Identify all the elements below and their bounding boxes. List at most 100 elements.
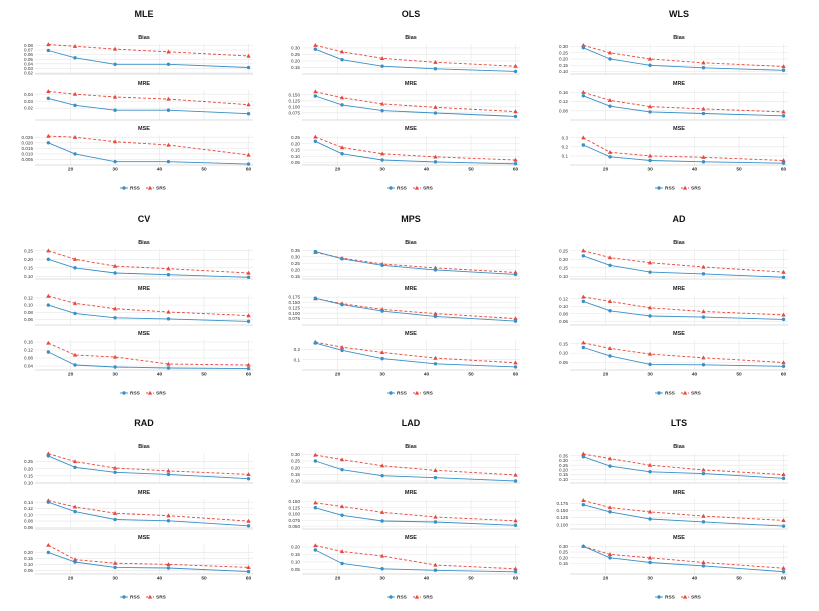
legend-marker-rss bbox=[657, 595, 661, 599]
y-tick-label: 0.10 bbox=[291, 560, 300, 565]
point-rss bbox=[313, 341, 318, 345]
subplot-title: Bias bbox=[138, 444, 150, 450]
point-srs bbox=[246, 152, 251, 157]
subplot-mre: MRE 0.12 0.10 0.08 0.06 bbox=[24, 286, 253, 326]
subplot-title: MRE bbox=[138, 286, 151, 292]
x-tick-label: 20 bbox=[335, 372, 341, 378]
y-tick-label: 0.175 bbox=[557, 501, 569, 506]
point-srs bbox=[339, 49, 345, 54]
point-rss bbox=[581, 299, 586, 304]
point-rss bbox=[513, 365, 518, 369]
y-tick-label: 0.20 bbox=[24, 550, 33, 555]
point-srs bbox=[513, 472, 518, 477]
x-tick-label: 30 bbox=[379, 576, 385, 582]
subplot-title: Bias bbox=[405, 35, 417, 41]
y-tick-label: 0.10 bbox=[24, 562, 33, 567]
point-srs bbox=[112, 94, 118, 99]
y-tick-label: 0.05 bbox=[24, 57, 33, 62]
point-srs bbox=[46, 542, 51, 547]
legend-label-rss: RSS bbox=[130, 391, 141, 397]
point-rss bbox=[380, 567, 384, 571]
y-tick-label: 0.20 bbox=[24, 257, 33, 262]
y-tick-label: 0.3 bbox=[562, 135, 569, 140]
y-tick-label: 0.25 bbox=[24, 248, 33, 253]
subplot-title: MRE bbox=[138, 490, 151, 496]
y-tick-label: 0.05 bbox=[291, 567, 300, 572]
point-srs bbox=[379, 350, 385, 355]
y-tick-label: 0.03 bbox=[24, 66, 33, 71]
series-line-srs bbox=[583, 91, 784, 113]
panel-title: LAD bbox=[402, 418, 421, 428]
point-srs bbox=[433, 154, 438, 159]
y-tick-label: 0.20 bbox=[291, 545, 300, 550]
x-tick-label: 40 bbox=[692, 576, 698, 582]
x-tick-label: 40 bbox=[692, 167, 698, 173]
point-srs bbox=[313, 452, 318, 457]
x-tick-label: 30 bbox=[647, 576, 653, 582]
point-srs bbox=[339, 344, 345, 349]
point-srs bbox=[781, 472, 786, 477]
x-tick-label: 30 bbox=[112, 372, 118, 378]
point-rss bbox=[701, 520, 706, 524]
point-rss bbox=[581, 94, 586, 98]
point-srs bbox=[781, 360, 786, 365]
point-rss bbox=[113, 271, 117, 275]
y-tick-label: 0.10 bbox=[24, 512, 33, 517]
point-srs bbox=[46, 293, 51, 298]
y-tick-label: 0.12 bbox=[24, 348, 33, 353]
y-tick-label: 0.20 bbox=[291, 59, 300, 64]
subplot-title: Bias bbox=[138, 35, 150, 41]
subplot-mse: MSE 0.250.20 0.150.100.05 bbox=[291, 126, 520, 166]
y-tick-label: 0.02 bbox=[24, 106, 33, 111]
subplot-mse: MSE 0.20 0.15 0.10 0.05 bbox=[291, 535, 520, 575]
series-line-rss bbox=[315, 140, 516, 165]
point-srs bbox=[701, 467, 706, 472]
series-line-rss bbox=[315, 297, 516, 322]
point-srs bbox=[701, 560, 706, 565]
panel-title: CV bbox=[138, 214, 151, 224]
subplot-bias: Bias 0.350.300.250.200.150.10 bbox=[559, 444, 788, 484]
point-srs bbox=[313, 43, 318, 47]
point-rss bbox=[313, 47, 318, 51]
point-rss bbox=[73, 560, 77, 564]
x-tick-label: 50 bbox=[468, 167, 474, 173]
x-tick-label: 30 bbox=[379, 167, 385, 173]
x-tick-label: 20 bbox=[68, 372, 74, 378]
legend-marker-srs bbox=[147, 390, 153, 395]
point-rss bbox=[340, 348, 344, 353]
point-srs bbox=[433, 355, 438, 360]
y-tick-label: 0.010 bbox=[22, 151, 34, 156]
y-tick-label: 0.15 bbox=[291, 552, 300, 557]
y-tick-label: 0.25 bbox=[559, 463, 568, 468]
point-rss bbox=[246, 65, 251, 70]
point-rss bbox=[380, 108, 384, 113]
x-tick-label: 20 bbox=[68, 576, 74, 582]
y-tick-label: 0.15 bbox=[291, 65, 300, 70]
point-srs bbox=[647, 305, 653, 310]
legend-label-rss: RSS bbox=[665, 391, 676, 397]
legend-label-rss: RSS bbox=[665, 595, 676, 601]
point-rss bbox=[340, 513, 344, 517]
panel-title: MLE bbox=[135, 9, 154, 19]
y-tick-label: 0.25 bbox=[559, 550, 568, 555]
x-tick-label: 60 bbox=[246, 576, 252, 582]
point-srs bbox=[607, 346, 613, 351]
x-tick-label: 30 bbox=[112, 167, 118, 173]
subplot-title: MSE bbox=[405, 126, 417, 132]
legend-label-srs: SRS bbox=[423, 186, 434, 192]
x-tick-label: 50 bbox=[201, 372, 207, 378]
legend-label-rss: RSS bbox=[397, 391, 408, 397]
x-tick-label: 50 bbox=[468, 372, 474, 378]
point-srs bbox=[581, 340, 586, 345]
point-rss bbox=[433, 268, 438, 272]
y-tick-label: 0.02 bbox=[24, 71, 33, 76]
point-srs bbox=[607, 50, 613, 55]
series-line-srs bbox=[48, 250, 249, 274]
y-tick-label: 0.10 bbox=[559, 304, 568, 309]
point-rss bbox=[340, 302, 344, 307]
y-tick-label: 0.125 bbox=[557, 515, 569, 520]
y-tick-label: 0.15 bbox=[559, 561, 568, 566]
series-line-srs bbox=[48, 453, 249, 475]
series-line-rss bbox=[315, 549, 516, 573]
